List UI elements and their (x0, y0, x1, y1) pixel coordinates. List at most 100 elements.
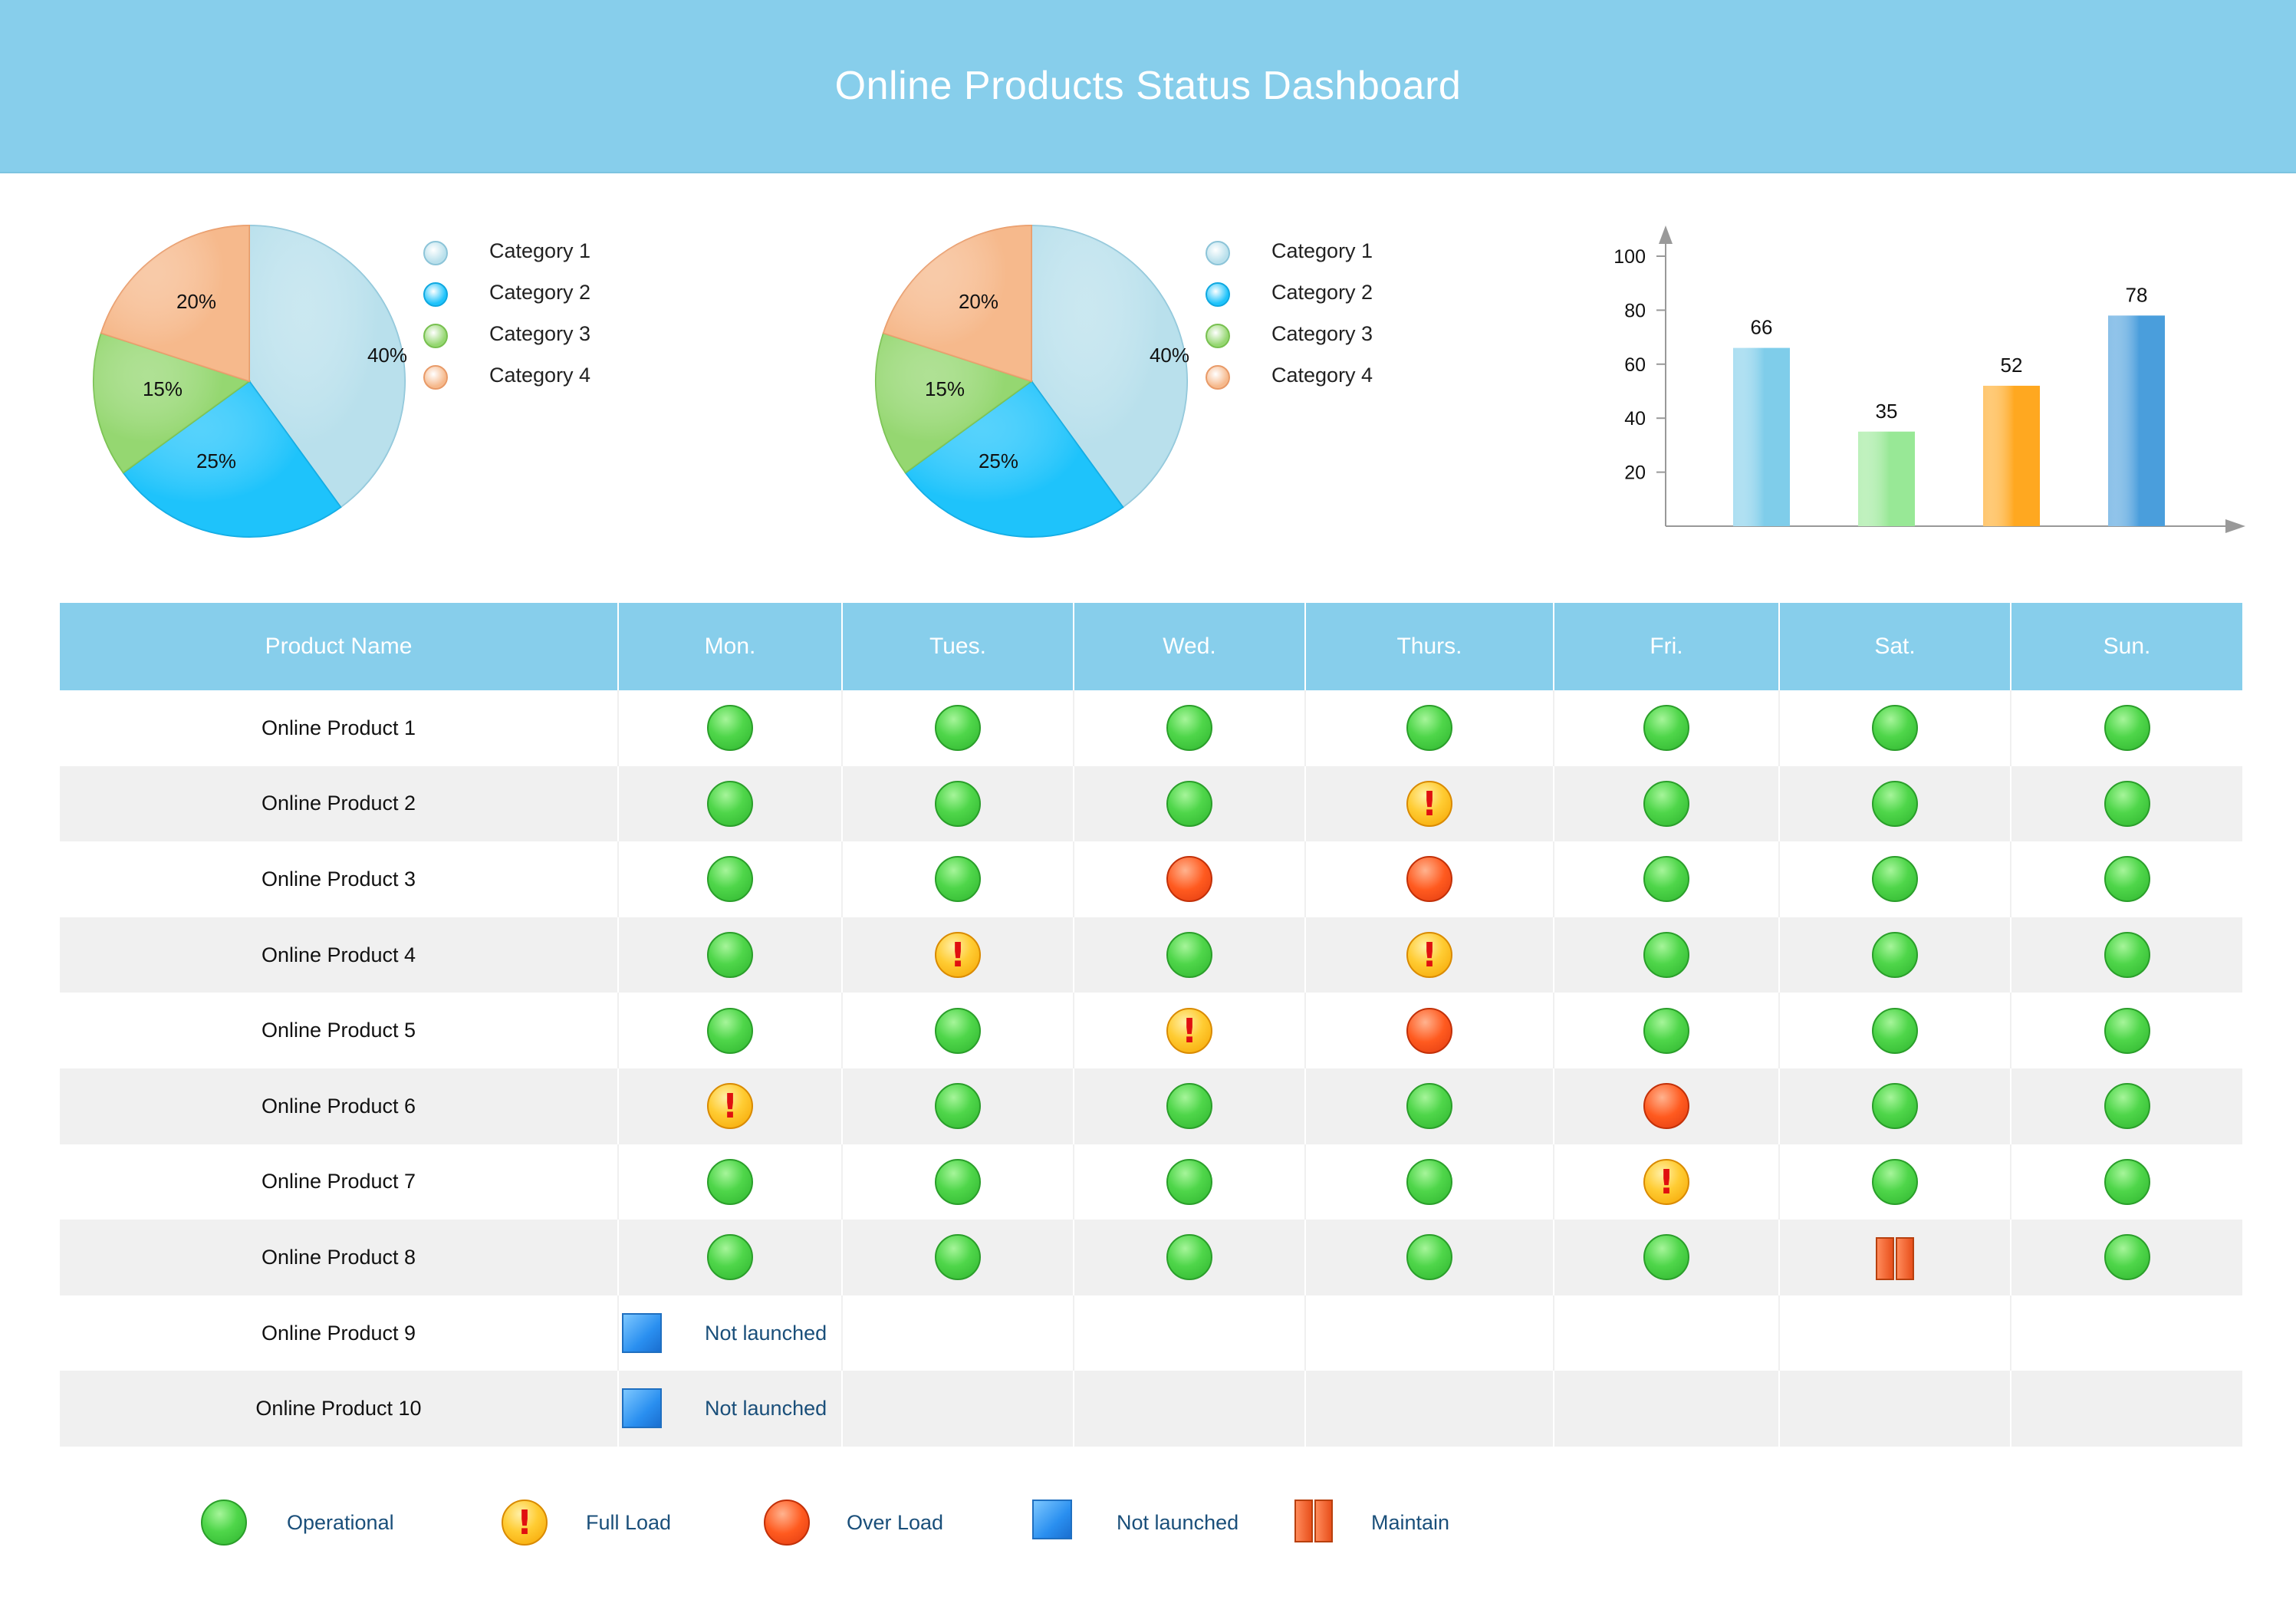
operational-icon (707, 1158, 753, 1205)
legend-label: Category 1 (489, 239, 591, 262)
table-row: Online Product 10 Not launched (60, 1371, 2242, 1447)
bar-value-label: 35 (1876, 400, 1898, 423)
over-load-icon (764, 1500, 810, 1546)
pie-label-3: 15% (143, 377, 183, 400)
operational-icon (1166, 932, 1212, 979)
operational-icon (2104, 1083, 2150, 1130)
empty-cell (842, 1295, 1074, 1371)
empty-cell (2011, 1371, 2242, 1447)
table-row: Online Product 1 (60, 690, 2242, 766)
product-name-cell: Online Product 8 (60, 1220, 619, 1295)
status-cell (2011, 765, 2242, 842)
table-header-row: Product Name Mon. Tues. Wed. Thurs. Fri. Sat. S… (60, 603, 2242, 690)
status-cell (1305, 1068, 1554, 1144)
status-cell (618, 993, 843, 1068)
product-name-cell: Online Product 5 (60, 993, 619, 1068)
full-load-icon (707, 1083, 753, 1130)
status-cell (842, 841, 1074, 917)
pie-label-3: 15% (925, 377, 965, 400)
status-cell (1554, 917, 1780, 993)
status-cell (2011, 917, 2242, 993)
status-cell (2011, 993, 2242, 1068)
header-day: Mon. (618, 603, 843, 690)
operational-icon (935, 1007, 981, 1054)
empty-cell (1074, 1295, 1306, 1371)
pie-label-2: 25% (979, 449, 1018, 472)
y-tick-label: 20 (1624, 463, 1646, 484)
status-legend-label: Full Load (586, 1511, 672, 1534)
operational-icon (1872, 1158, 1918, 1205)
status-cell (842, 1144, 1074, 1220)
table-row: Online Product 6 (60, 1068, 2242, 1144)
operational-icon (707, 780, 753, 827)
status-cell (1554, 993, 1780, 1068)
dashboard-header: Online Products Status Dashboard (0, 0, 2296, 173)
status-cell (1305, 993, 1554, 1068)
operational-icon (1166, 1158, 1212, 1205)
legend-dot-icon (1206, 324, 1230, 348)
not-launched-icon (622, 1388, 662, 1429)
header-day: Sun. (2011, 603, 2242, 690)
not-launched-icon (1032, 1500, 1072, 1539)
legend-dot-icon (1206, 365, 1230, 390)
status-cell (1779, 765, 2011, 842)
legend-item-category-3: Category 3 (423, 313, 638, 356)
legend-dot-icon (423, 241, 448, 265)
status-legend-label: Operational (287, 1511, 394, 1534)
operational-icon (1643, 705, 1689, 752)
operational-icon (707, 1007, 753, 1054)
empty-cell (1305, 1295, 1554, 1371)
status-cell (618, 1068, 843, 1144)
empty-cell (1779, 1295, 2011, 1371)
over-load-icon (1166, 856, 1212, 903)
operational-icon (707, 856, 753, 903)
operational-icon (1872, 705, 1918, 752)
operational-icon (201, 1500, 247, 1546)
operational-icon (1643, 932, 1689, 979)
status-cell (2011, 1068, 2242, 1144)
legend-label: Category 4 (1271, 364, 1373, 387)
empty-cell (842, 1371, 1074, 1447)
operational-icon (2104, 1158, 2150, 1205)
status-table: Product Name Mon. Tues. Wed. Thurs. Fri. Sat. S… (60, 603, 2242, 1447)
operational-icon (1406, 1083, 1452, 1130)
pie-label-2: 25% (196, 449, 236, 472)
status-cell (2011, 690, 2242, 766)
not-launched-cell: Not launched (618, 1371, 843, 1447)
product-name-cell: Online Product 10 (60, 1371, 619, 1447)
status-cell (1779, 1144, 2011, 1220)
status-cell (1554, 841, 1780, 917)
operational-icon (1872, 1083, 1918, 1130)
status-cell (1074, 993, 1306, 1068)
y-tick-label: 60 (1624, 354, 1646, 376)
status-cell (1779, 690, 2011, 766)
operational-icon (1872, 932, 1918, 979)
full-load-icon (1406, 780, 1452, 827)
operational-icon (1643, 1234, 1689, 1281)
status-cell (1554, 765, 1780, 842)
status-cell (1074, 1068, 1306, 1144)
operational-icon (1166, 1234, 1212, 1281)
not-launched-label: Not launched (705, 1321, 827, 1345)
status-cell (1554, 1144, 1780, 1220)
status-cell (1074, 917, 1306, 993)
operational-icon (2104, 1234, 2150, 1281)
operational-icon (1872, 856, 1918, 903)
table-row: Online Product 5 (60, 993, 2242, 1068)
product-name-cell: Online Product 4 (60, 917, 619, 993)
legend-label: Category 3 (1271, 322, 1373, 345)
operational-icon (2104, 705, 2150, 752)
not-launched-label: Not launched (705, 1397, 827, 1421)
status-cell (1305, 1144, 1554, 1220)
product-name-cell: Online Product 9 (60, 1295, 619, 1371)
legend-item-category-2: Category 2 (1206, 272, 1420, 314)
pie-label-1: 40% (367, 344, 407, 367)
legend-dot-icon (423, 365, 448, 390)
legend-label: Category 2 (489, 281, 591, 304)
status-cell (842, 765, 1074, 842)
status-cell (1074, 841, 1306, 917)
maintain-icon (1876, 1237, 1914, 1281)
bar-value-label: 78 (2126, 283, 2148, 306)
status-cell (1305, 1220, 1554, 1295)
empty-cell (1554, 1371, 1780, 1447)
